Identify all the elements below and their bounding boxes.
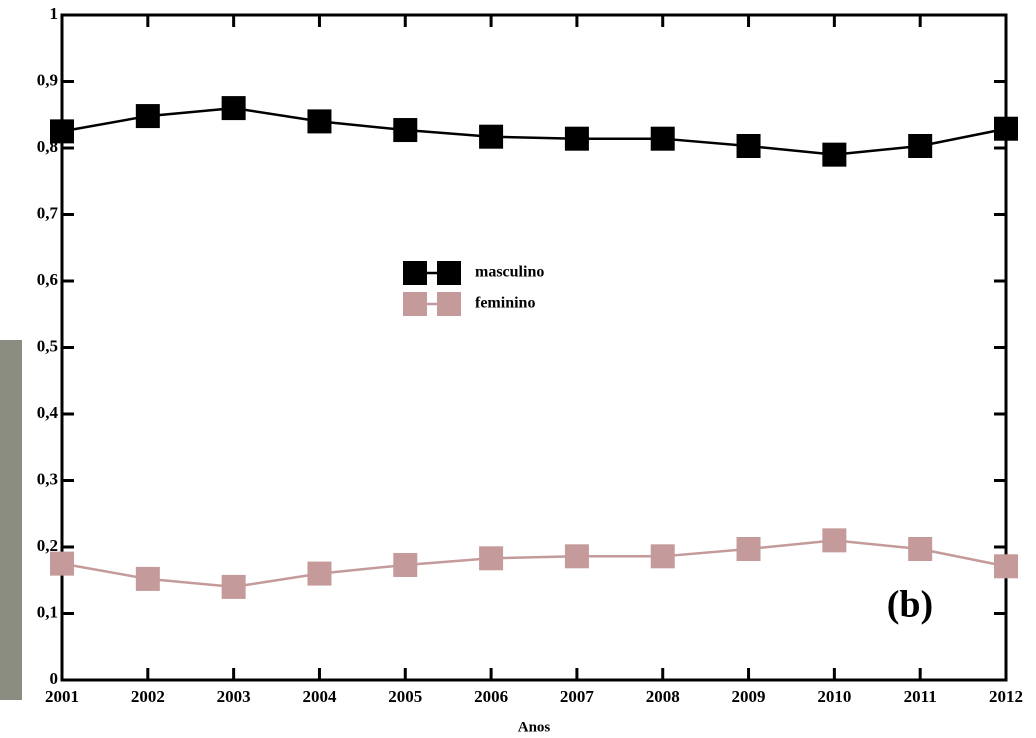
marker	[994, 554, 1018, 578]
legend-marker	[437, 292, 461, 316]
marker	[479, 546, 503, 570]
page: {"chart_data": { "type": "line", "x_labe…	[0, 0, 1036, 738]
x-tick-label: 2011	[904, 687, 937, 706]
x-tick-label: 2002	[131, 687, 165, 706]
marker	[651, 127, 675, 151]
marker	[50, 119, 74, 143]
marker	[822, 143, 846, 167]
y-tick-label: 0,7	[37, 203, 59, 222]
series-line	[62, 108, 1006, 155]
legend-marker	[437, 261, 461, 285]
marker	[737, 134, 761, 158]
marker	[908, 134, 932, 158]
x-tick-label: 2001	[45, 687, 79, 706]
x-tick-label: 2006	[474, 687, 508, 706]
marker	[50, 552, 74, 576]
x-tick-label: 2003	[217, 687, 251, 706]
x-tick-label: 2007	[560, 687, 595, 706]
legend-label: masculino	[475, 264, 544, 281]
marker	[222, 575, 246, 599]
marker	[908, 537, 932, 561]
plot-frame	[62, 15, 1006, 680]
legend-label: feminino	[475, 295, 535, 312]
marker	[136, 567, 160, 591]
x-tick-label: 2010	[817, 687, 851, 706]
x-tick-label: 2012	[989, 687, 1023, 706]
y-tick-label: 0,5	[37, 336, 58, 355]
marker	[565, 544, 589, 568]
marker	[651, 544, 675, 568]
chart: (b) Anos 00,10,20,30,40,50,60,70,80,9120…	[0, 0, 1036, 738]
marker	[307, 109, 331, 133]
x-axis-label: Anos	[518, 719, 551, 735]
marker	[994, 117, 1018, 141]
marker	[393, 118, 417, 142]
x-tick-label: 2008	[646, 687, 680, 706]
marker	[393, 553, 417, 577]
y-tick-label: 1	[50, 4, 59, 23]
marker	[136, 104, 160, 128]
marker	[822, 528, 846, 552]
x-tick-label: 2009	[732, 687, 766, 706]
y-tick-label: 0,9	[37, 70, 58, 89]
legend-marker	[403, 292, 427, 316]
y-tick-label: 0,3	[37, 469, 58, 488]
y-tick-label: 0,4	[37, 403, 59, 422]
y-tick-label: 0,6	[37, 270, 58, 289]
marker	[222, 96, 246, 120]
y-tick-label: 0,1	[37, 602, 58, 621]
x-tick-label: 2005	[388, 687, 422, 706]
marker	[565, 127, 589, 151]
x-tick-label: 2004	[302, 687, 337, 706]
panel-label: (b)	[887, 584, 933, 626]
marker	[737, 537, 761, 561]
background-fragment	[0, 340, 22, 700]
series-line	[62, 540, 1006, 587]
legend-marker	[403, 261, 427, 285]
y-tick-label: 0	[50, 669, 59, 688]
marker	[307, 562, 331, 586]
marker	[479, 125, 503, 149]
